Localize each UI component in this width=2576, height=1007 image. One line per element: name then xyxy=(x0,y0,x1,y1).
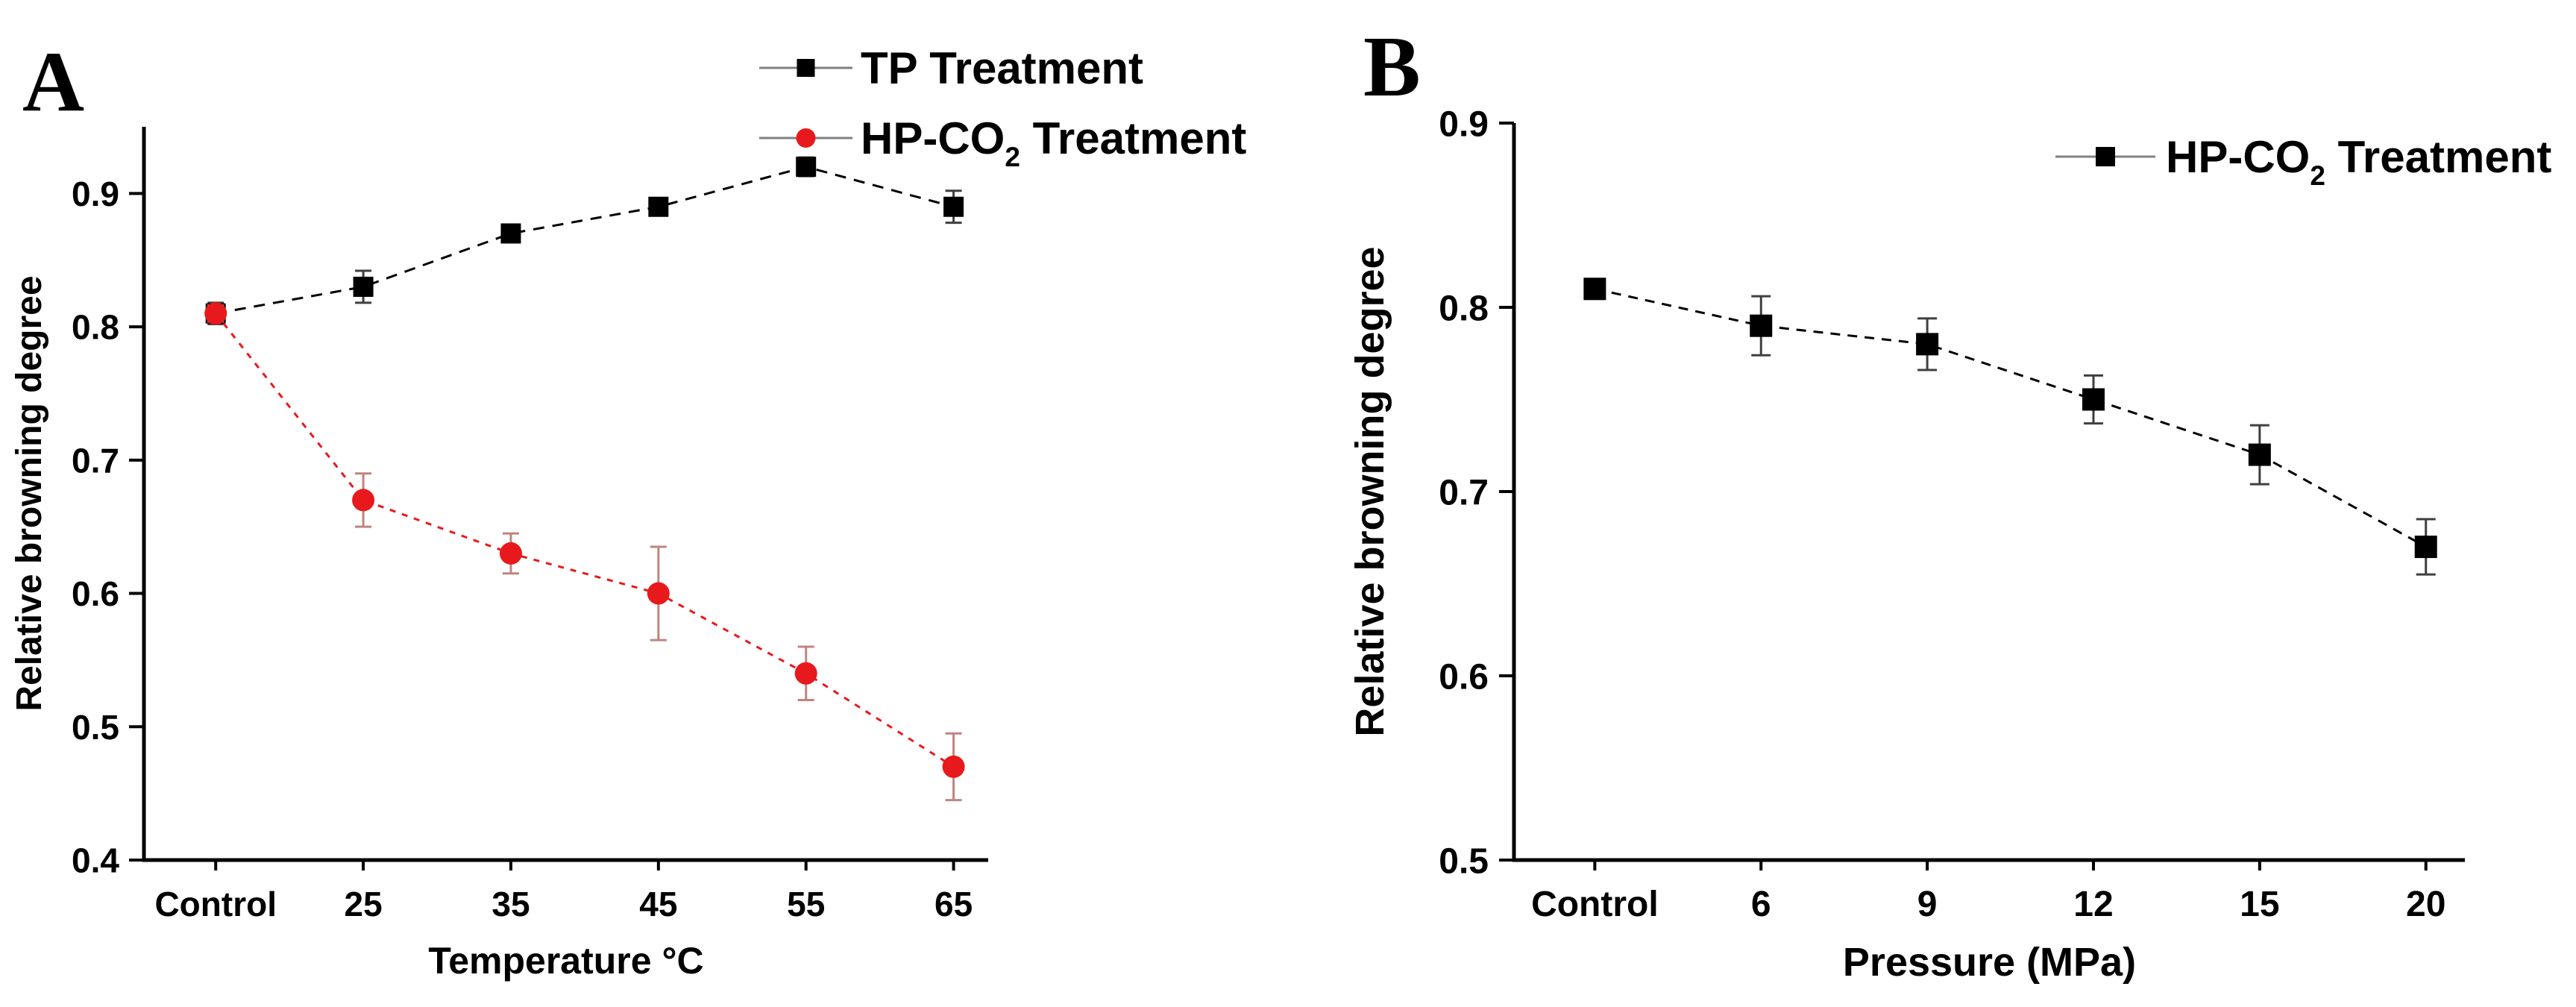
x-tick-label: 35 xyxy=(491,885,530,923)
panel-a-chart: 0.4 0.5 0.6 0.7 0.8 0.9 Control 25 35 45 55 65 TP Tr… xyxy=(10,34,1246,982)
data-point-square xyxy=(353,276,374,297)
y-tick-label: 0.7 xyxy=(72,441,119,480)
legend-swatch-square xyxy=(797,59,815,77)
panel-letter: A xyxy=(22,34,84,129)
legend-label: TP Treatment xyxy=(861,43,1143,93)
x-tick-label: 9 xyxy=(1917,885,1938,924)
x-tick-label: Control xyxy=(154,885,277,923)
legend-label: HP-CO2 Treatment xyxy=(2166,132,2551,191)
y-tick-label: 0.9 xyxy=(1439,104,1489,144)
y-axis-title: Relative browning degree xyxy=(1348,246,1392,736)
panel-b-chart: 0.5 0.6 0.7 0.8 0.9 Control 6 9 12 15 20 HP-CO2 Tre… xyxy=(1348,19,2551,985)
data-point-square xyxy=(2414,536,2437,559)
y-tick-label: 0.6 xyxy=(1439,657,1489,697)
x-tick-label: 45 xyxy=(639,885,677,923)
y-tick-label: 0.5 xyxy=(1439,841,1489,881)
data-point-circle xyxy=(352,489,375,512)
data-point-square xyxy=(2248,443,2271,466)
x-axis-title: Pressure (MPa) xyxy=(1843,940,2136,985)
data-point-square xyxy=(943,196,964,217)
legend-swatch-circle xyxy=(796,128,816,148)
y-tick-label: 0.6 xyxy=(72,574,119,613)
x-tick-label: 65 xyxy=(934,885,973,923)
data-point-square xyxy=(1583,277,1606,301)
series-line xyxy=(215,166,954,315)
y-tick-label: 0.9 xyxy=(72,175,119,213)
series-line xyxy=(215,313,955,768)
data-point-square xyxy=(500,223,521,244)
y-tick-label: 0.8 xyxy=(1439,289,1489,328)
x-tick-label: 12 xyxy=(2073,885,2113,924)
data-point-circle xyxy=(942,755,965,778)
legend-swatch-square xyxy=(2096,147,2115,166)
x-axis-title: Temperature °C xyxy=(428,940,703,982)
y-axis-title: Relative browning degree xyxy=(10,275,49,711)
y-tick-label: 0.8 xyxy=(72,308,119,347)
data-point-circle xyxy=(647,582,670,605)
panel-letter: B xyxy=(1363,19,1421,114)
x-tick-label: 15 xyxy=(2240,885,2279,924)
data-point-circle xyxy=(794,662,817,685)
x-tick-label: 25 xyxy=(345,885,383,923)
x-tick-label: Control xyxy=(1531,885,1659,924)
y-tick-label: 0.7 xyxy=(1439,473,1489,512)
x-tick-label: 20 xyxy=(2406,885,2445,924)
y-tick-label: 0.4 xyxy=(72,841,119,880)
series-line xyxy=(1595,287,2427,548)
y-tick-label: 0.5 xyxy=(72,708,119,747)
data-point-circle xyxy=(499,542,522,565)
data-point-square xyxy=(2082,388,2105,411)
data-point-square xyxy=(1916,333,1939,356)
data-point-circle xyxy=(204,302,227,325)
data-point-square xyxy=(1750,314,1773,337)
data-point-square xyxy=(796,157,817,178)
legend-label: HP-CO2 Treatment xyxy=(861,113,1246,172)
x-tick-label: 55 xyxy=(787,885,825,923)
x-tick-label: 6 xyxy=(1751,885,1771,924)
data-point-square xyxy=(648,196,669,217)
